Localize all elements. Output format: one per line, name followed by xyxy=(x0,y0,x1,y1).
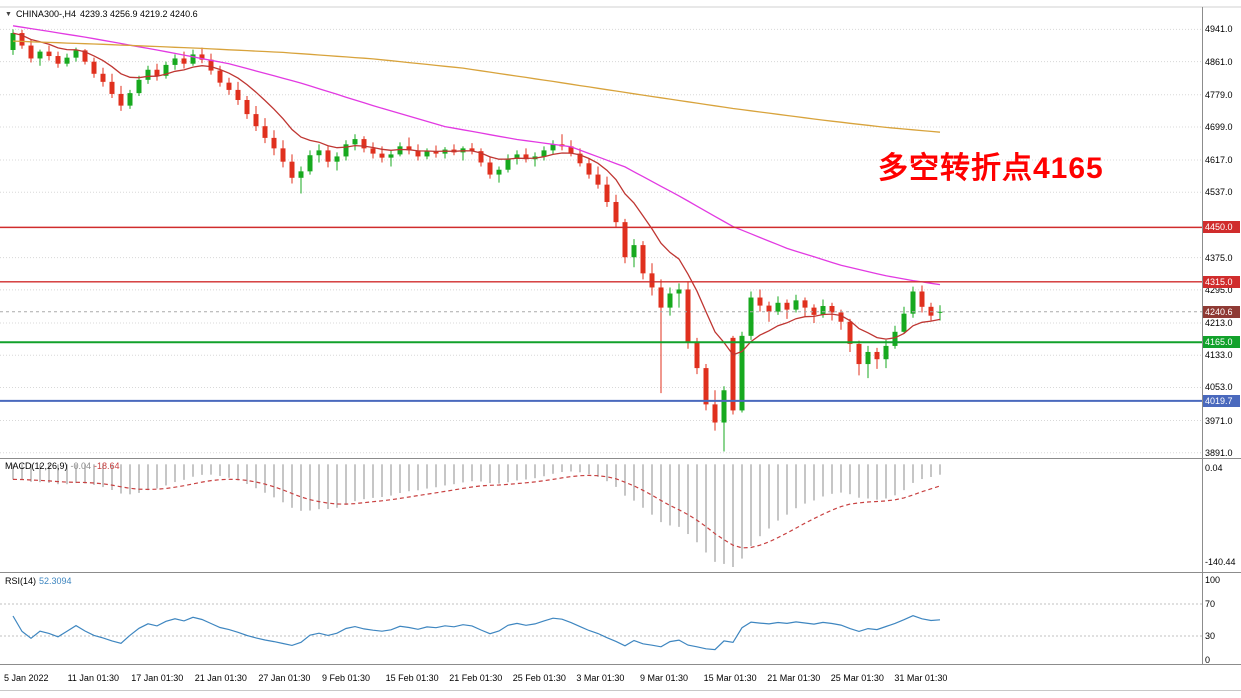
time-axis-label: 21 Mar 01:30 xyxy=(767,673,821,683)
rsi-title: RSI(14) xyxy=(5,576,37,586)
price-tick-label: 4617.0 xyxy=(1205,155,1233,166)
level-price-label[interactable]: 4019.7 xyxy=(1203,394,1240,407)
rsi-indicator-label: RSI(14) 52.3094 xyxy=(5,576,72,586)
time-axis-label: 9 Mar 01:30 xyxy=(640,673,689,683)
time-axis-label: 31 Mar 01:30 xyxy=(894,673,948,683)
macd-value-signal: -18.64 xyxy=(94,461,120,471)
rsi-guide-lines xyxy=(0,603,1202,637)
ohlc-readout: 4239.3 4256.9 4219.2 4240.6 xyxy=(79,9,198,19)
time-axis-label: 17 Jan 01:30 xyxy=(131,673,184,683)
time-axis-label: 15 Feb 01:30 xyxy=(385,673,439,683)
rsi-axis-tick: 0 xyxy=(1205,655,1211,665)
level-price-label[interactable]: 4315.0 xyxy=(1203,275,1240,288)
horizontal-level-lines[interactable] xyxy=(0,226,1202,402)
current-price-label: 4240.6 xyxy=(1203,305,1240,318)
time-axis-label: 9 Feb 01:30 xyxy=(322,673,371,683)
ma-line-slow xyxy=(12,40,941,133)
candlesticks xyxy=(10,29,943,452)
price-tick-label: 3971.0 xyxy=(1205,415,1233,426)
price-tick-label: 4375.0 xyxy=(1205,252,1233,263)
time-axis-label: 11 Jan 01:30 xyxy=(67,673,119,683)
price-tick-label: 4699.0 xyxy=(1205,121,1233,132)
time-axis-label: 25 Mar 01:30 xyxy=(830,673,884,683)
symbol-timeframe-label: CHINA300-,H4 xyxy=(15,9,76,19)
level-price-label[interactable]: 4165.0 xyxy=(1203,336,1240,349)
macd-axis-tick: 0.04 xyxy=(1205,463,1223,473)
price-tick-label: 4053.0 xyxy=(1205,382,1233,393)
rsi-axis-tick: 70 xyxy=(1205,599,1216,609)
rsi-line xyxy=(12,615,941,651)
chart-header-info: ▼ CHINA300-,H4 4239.3 4256.9 4219.2 4240… xyxy=(5,9,198,19)
time-axis-label: 25 Feb 01:30 xyxy=(512,673,566,683)
time-axis-label: 3 Mar 01:30 xyxy=(576,673,625,683)
macd-indicator-label: MACD(12,26,9) -0.04 -18.64 xyxy=(5,461,120,471)
collapse-chart-icon[interactable]: ▼ xyxy=(5,10,12,18)
time-axis-label: 21 Jan 01:30 xyxy=(194,673,247,683)
time-axis-label: 21 Feb 01:30 xyxy=(449,673,503,683)
rsi-value: 52.3094 xyxy=(39,576,72,586)
price-tick-label: 4213.0 xyxy=(1205,317,1233,328)
panel-frame xyxy=(0,6,1241,691)
annotation-text[interactable]: 多空转折点4165 xyxy=(878,152,1104,185)
macd-value-main: -0.04 xyxy=(70,461,92,471)
rsi-axis-tick: 100 xyxy=(1205,575,1221,585)
ma-line-fast xyxy=(12,32,941,356)
price-tick-label: 4861.0 xyxy=(1205,56,1233,67)
macd-title: MACD(12,26,9) xyxy=(5,461,68,471)
macd-histogram xyxy=(12,464,941,567)
price-tick-label: 4941.0 xyxy=(1205,24,1233,35)
time-axis-label: 15 Mar 01:30 xyxy=(703,673,757,683)
price-gridlines xyxy=(0,28,1202,454)
price-tick-label: 4133.0 xyxy=(1205,350,1233,361)
time-axis-label: 5 Jan 2022 xyxy=(4,673,49,683)
macd-axis-tick: -140.44 xyxy=(1205,557,1236,567)
macd-signal-line xyxy=(12,474,941,549)
price-tick-label: 4537.0 xyxy=(1205,187,1233,198)
price-tick-label: 4779.0 xyxy=(1205,89,1233,100)
level-price-label[interactable]: 4450.0 xyxy=(1203,221,1240,234)
time-axis-label: 27 Jan 01:30 xyxy=(258,673,311,683)
price-tick-label: 3891.0 xyxy=(1205,447,1233,458)
price-tick-label: 4295.0 xyxy=(1205,284,1233,295)
rsi-axis-tick: 30 xyxy=(1205,631,1216,641)
ma-line-mid xyxy=(12,25,941,286)
